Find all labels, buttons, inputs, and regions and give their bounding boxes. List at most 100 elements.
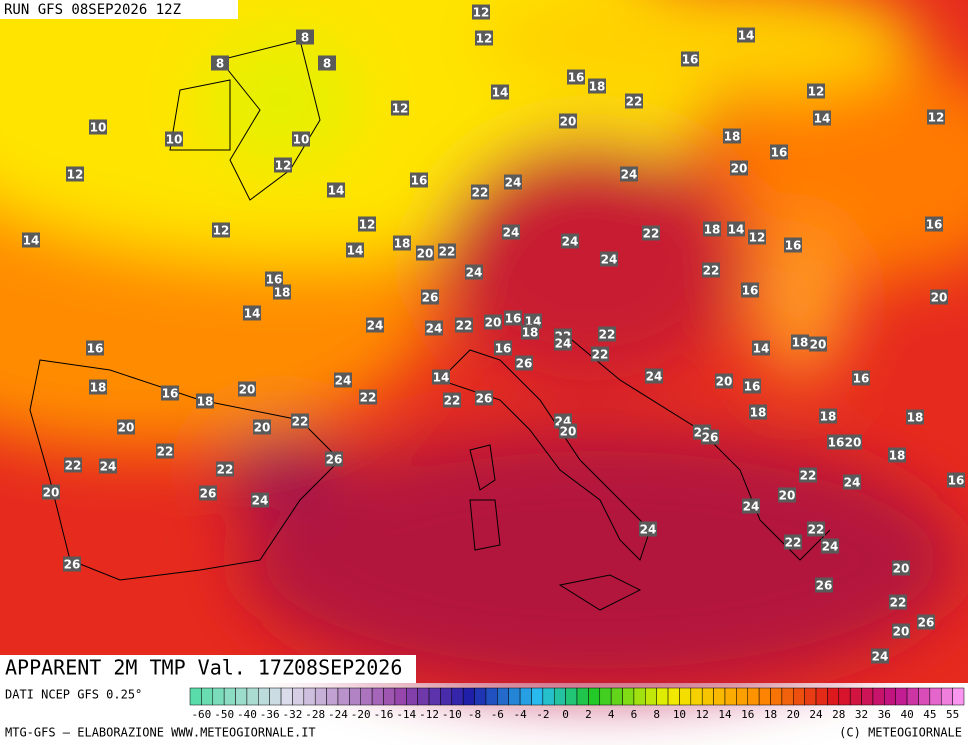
scale-swatch [747,687,760,706]
map-label: 24 [620,166,638,182]
map-label: 18 [703,221,721,237]
scale-label: 18 [764,708,777,721]
map-label: 12 [274,157,292,173]
scale-swatch [849,687,862,706]
color-scale: -60 -50 -40 -36 -32 -28 -24 -20 -16 -14 -12 -10 -8 -6… [189,687,965,721]
label-value: 18 [589,80,606,94]
scale-swatch [497,687,509,706]
label-value: 18 [724,130,741,144]
label-value: 18 [197,395,214,409]
label-value: 26 [816,579,833,593]
label-box [906,409,924,425]
label-value: 24 [743,500,760,514]
label-box [358,216,376,232]
scale-label: 0 [562,708,569,721]
label-box [681,51,699,67]
label-box [432,369,450,385]
map-label: 16 [947,472,965,488]
label-value: 20 [893,562,910,576]
label-value: 24 [503,226,520,240]
map-label: 16 [410,172,428,188]
label-value: 14 [753,342,770,356]
map-label: 22 [598,326,616,342]
label-value: 16 [828,436,845,450]
scale-swatch [269,687,282,706]
label-box [89,119,107,135]
map-label: 20 [844,434,862,450]
label-box [727,221,745,237]
map-label: 18 [588,78,606,94]
scale-swatch [736,687,748,706]
label-value: 22 [292,415,309,429]
map-label: 24 [742,498,760,514]
label-box [807,83,825,99]
label-box [471,184,489,200]
scale-label: -28 [305,708,325,721]
label-value: 16 [568,71,585,85]
credit-text: MTG-GFS — ELABORAZIONE WWW.METEOGIORNALE… [5,726,316,740]
map-label: 14 [752,340,770,356]
scale-swatch [804,687,817,706]
label-box [743,378,761,394]
label-box [554,335,572,351]
label-box [701,429,719,445]
label-value: 26 [422,291,439,305]
map-label: 18 [888,447,906,463]
label-box [359,389,377,405]
map-label: 14 [243,305,261,321]
map-label: 22 [702,262,720,278]
label-box [639,521,657,537]
scale-label: 40 [900,708,913,721]
scale-swatch [770,687,783,706]
label-box [515,355,533,371]
map-label: 18 [906,409,924,425]
scale-swatch [599,687,612,706]
label-box [852,370,870,386]
map-label: 12 [66,166,84,182]
map-label: 18 [723,128,741,144]
scale-swatch [428,687,441,706]
label-box [216,461,234,477]
label-box [819,408,837,424]
label-box [784,534,802,550]
label-value: 12 [67,168,84,182]
map-label: 16 [770,144,788,160]
map-label: 16 [504,310,522,326]
map-label: 16 [161,385,179,401]
map-label: 14 [346,242,364,258]
label-box [927,109,945,125]
label-value: 12 [275,159,292,173]
scale-swatch [349,687,361,706]
scale-swatch [360,687,373,706]
label-value: 18 [889,449,906,463]
map-label: 8 [296,29,314,45]
scale-swatch [406,687,418,706]
scale-swatch [610,687,623,706]
label-box [504,174,522,190]
map-label: 22 [359,389,377,405]
map-label: 14 [491,84,509,100]
label-box [455,317,473,333]
label-value: 22 [808,523,825,537]
label-value: 20 [417,247,434,261]
label-value: 26 [516,357,533,371]
label-box [211,55,229,71]
scale-label: 10 [673,708,686,721]
label-box [296,29,314,45]
scale-swatch [679,687,692,706]
scale-swatch [758,687,771,706]
map-label: 20 [559,113,577,129]
label-box [827,434,845,450]
map-label: 24 [425,320,443,336]
label-value: 14 [347,244,364,258]
label-box [561,233,579,249]
scale-swatch [690,687,703,706]
scale-swatch [326,687,339,706]
label-value: 20 [254,421,271,435]
label-value: 26 [200,487,217,501]
map-label: 12 [748,229,766,245]
label-value: 12 [392,102,409,116]
map-label: 16 [852,370,870,386]
scale-swatch [929,687,942,706]
map-label: 14 [737,27,755,43]
